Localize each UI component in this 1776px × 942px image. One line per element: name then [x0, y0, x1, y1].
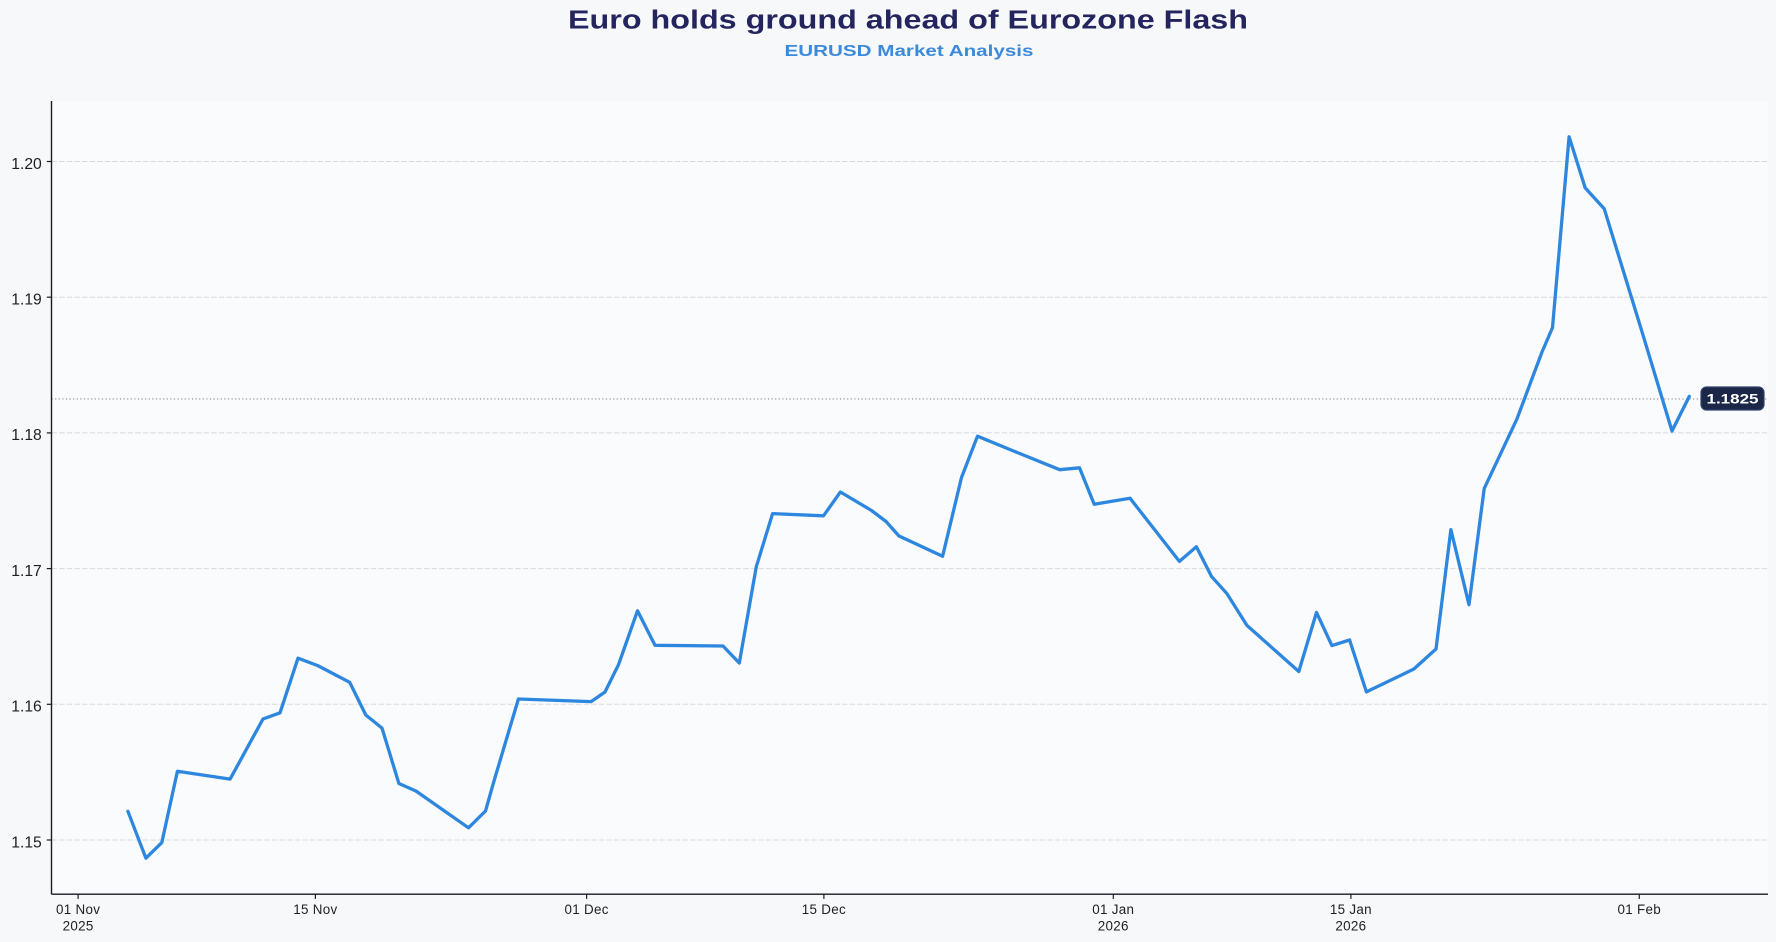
- svg-text:1.20: 1.20: [11, 156, 42, 173]
- svg-text:1.16: 1.16: [11, 699, 42, 716]
- svg-text:2026: 2026: [1098, 919, 1129, 934]
- svg-text:1.17: 1.17: [11, 563, 42, 580]
- svg-text:1.15: 1.15: [11, 834, 42, 851]
- svg-text:01 Jan: 01 Jan: [1092, 902, 1134, 917]
- svg-text:15 Nov: 15 Nov: [293, 902, 337, 917]
- svg-text:15 Dec: 15 Dec: [802, 902, 846, 917]
- svg-text:EURUSD Market Analysis: EURUSD Market Analysis: [785, 43, 1034, 60]
- svg-text:1.19: 1.19: [11, 292, 42, 309]
- svg-text:2026: 2026: [1335, 919, 1366, 934]
- svg-text:15 Jan: 15 Jan: [1330, 902, 1372, 917]
- svg-text:1.1825: 1.1825: [1707, 390, 1759, 406]
- svg-text:01 Dec: 01 Dec: [564, 902, 608, 917]
- svg-text:2025: 2025: [63, 919, 94, 934]
- svg-text:01 Feb: 01 Feb: [1618, 902, 1662, 917]
- svg-text:01 Nov: 01 Nov: [56, 902, 100, 917]
- svg-text:Euro holds ground ahead of Eur: Euro holds ground ahead of Eurozone Flas…: [568, 5, 1248, 35]
- svg-text:1.18: 1.18: [11, 427, 42, 444]
